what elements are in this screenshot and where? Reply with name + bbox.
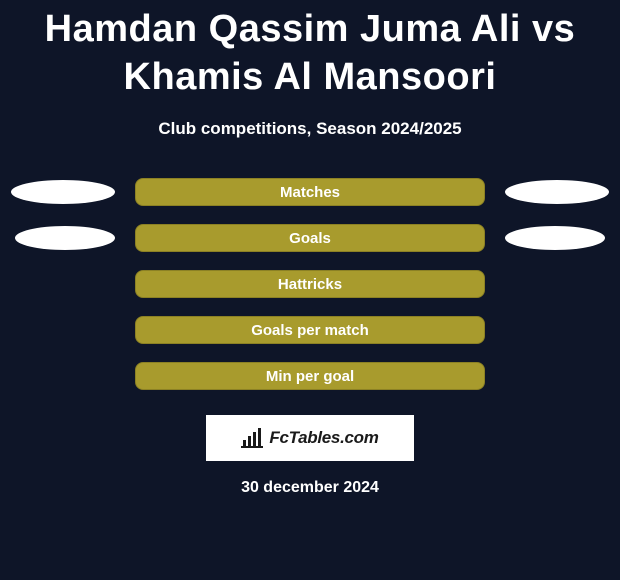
right-value-ellipse: [505, 226, 605, 250]
comparison-row: Goals per match: [0, 307, 620, 353]
comparison-rows: Matches Goals Hattricks Goals per match Min …: [0, 169, 620, 399]
comparison-row: Hattricks: [0, 261, 620, 307]
right-value-ellipse: [505, 180, 609, 204]
logo-text: FcTables.com: [269, 428, 378, 448]
date-text: 30 december 2024: [0, 479, 620, 497]
stat-bar: Goals: [135, 224, 485, 252]
page-title: Hamdan Qassim Juma Ali vs Khamis Al Mans…: [0, 0, 620, 101]
stat-bar: Goals per match: [135, 316, 485, 344]
comparison-row: Goals: [0, 215, 620, 261]
stat-bar: Matches: [135, 178, 485, 206]
comparison-row: Matches: [0, 169, 620, 215]
subtitle: Club competitions, Season 2024/2025: [0, 119, 620, 139]
left-value-ellipse: [15, 226, 115, 250]
logo-box: FcTables.com: [206, 415, 414, 461]
stat-bar: Hattricks: [135, 270, 485, 298]
bar-chart-icon: [241, 428, 265, 448]
comparison-row: Min per goal: [0, 353, 620, 399]
stat-bar: Min per goal: [135, 362, 485, 390]
left-value-ellipse: [11, 180, 115, 204]
